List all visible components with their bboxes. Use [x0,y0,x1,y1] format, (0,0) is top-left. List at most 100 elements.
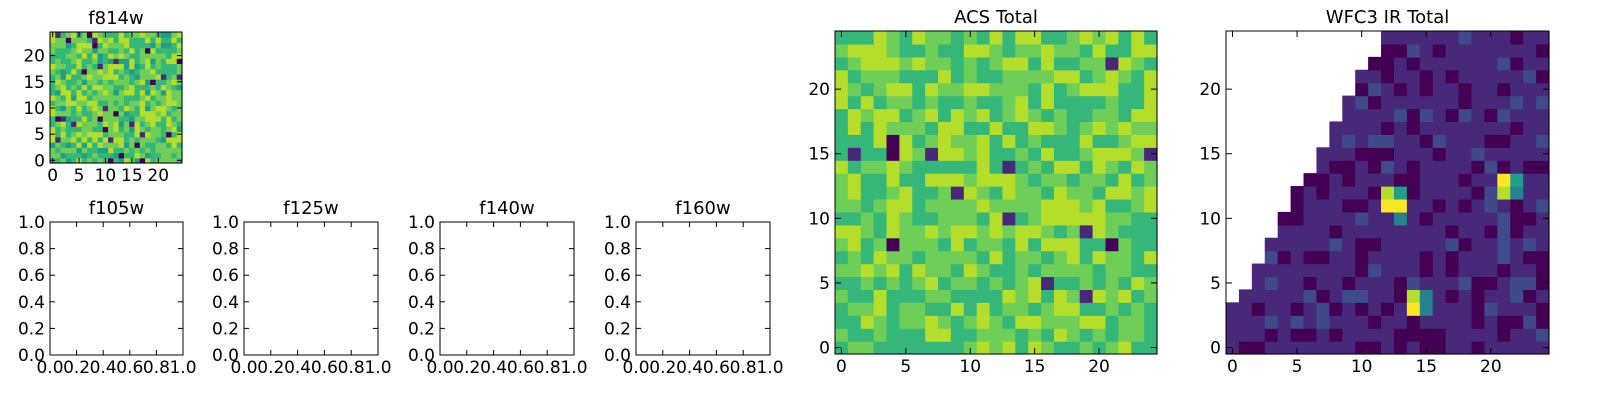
heatmap-cell [108,105,114,112]
heatmap-cell [1053,237,1068,252]
heatmap-cell [129,58,136,65]
heatmap-cell [925,224,939,239]
heatmap-cell [65,73,72,80]
heatmap-cell [1002,56,1016,71]
heatmap-cell [1419,198,1434,213]
heatmap-cell [1381,302,1395,316]
heatmap-cell [1053,276,1068,290]
heatmap-cell [1251,263,1266,278]
heatmap-cell [1144,108,1158,123]
heatmap-cell [1131,134,1145,148]
heatmap-cell [1523,31,1537,45]
heatmap-cell [1118,31,1132,45]
x-tick-label: 20 [147,166,169,186]
heatmap-cell [97,121,104,127]
heatmap-cell [150,157,157,164]
heatmap-cell [886,108,900,123]
heatmap-cell [835,108,849,123]
heatmap-cell [1118,237,1132,252]
heatmap-cell [1432,198,1447,213]
heatmap-cell [1131,289,1145,303]
heatmap-cell [1041,134,1055,148]
heatmap-cell [81,94,88,101]
heatmap-cell [1105,341,1119,355]
heatmap-cell [1368,198,1382,213]
heatmap-cell [912,43,926,58]
heatmap-cell [113,79,120,85]
heatmap-cell [155,115,162,122]
heatmap-cell [1497,147,1511,161]
heatmap-cell [873,198,888,213]
heatmap-cell [925,69,939,84]
heatmap-cell [1316,147,1330,161]
heatmap-cell [1079,56,1094,71]
heatmap-cell [1393,289,1408,303]
heatmap-cell [1445,147,1460,161]
heatmap-cell [1053,31,1068,45]
heatmap-cell [92,47,99,54]
heatmap-cell [899,121,913,135]
heatmap-cell [1092,121,1107,135]
heatmap-cell [50,110,56,117]
heatmap-cell [139,131,146,138]
y-tick-label: 0.2 [212,319,239,339]
heatmap-cell [166,32,173,38]
heatmap-cell [118,136,125,143]
heatmap-cell [171,100,178,106]
x-tick-label: 0.8 [730,358,757,378]
heatmap-cell [1342,95,1356,110]
heatmap-cell [102,63,109,70]
heatmap-cell [1015,211,1029,226]
heatmap-cell [1355,211,1369,226]
heatmap-cell [976,173,991,187]
heatmap-cell [1368,134,1382,148]
heatmap-cell [97,47,104,54]
heatmap-cell [912,315,926,329]
heatmap-cell [899,43,913,58]
heatmap-cell [176,47,183,54]
heatmap-cell [155,142,162,148]
heatmap-cell [963,108,978,123]
heatmap-cell [899,302,913,316]
heatmap-cell [1079,276,1094,290]
heatmap-cell [113,68,120,75]
heatmap-cell [1002,121,1016,135]
heatmap-cell [1066,134,1081,148]
heatmap-cell [1406,31,1421,45]
heatmap-cell [1368,237,1382,252]
heatmap-cell [1445,198,1460,213]
heatmap-cell [963,95,978,110]
heatmap-cell [166,131,173,138]
heatmap-cell [1277,328,1292,342]
heatmap-cell [1226,315,1240,329]
heatmap-cell [989,237,1004,252]
heatmap-cell [1329,237,1343,252]
heatmap-cell [102,89,109,96]
x-tick-label: 0.8 [143,358,170,378]
heatmap-cell [1432,56,1447,71]
heatmap-cell [1118,160,1132,174]
heatmap-cell [1432,263,1447,278]
heatmap-cell [1144,121,1158,135]
heatmap-cell [1264,263,1279,278]
heatmap-cell [60,32,67,38]
heatmap-cell [1419,328,1434,342]
heatmap-cell [97,32,104,38]
y-tick-label: 20 [1199,80,1221,100]
heatmap-cell [886,263,900,278]
heatmap-cell [97,89,104,96]
heatmap-cell [938,108,952,123]
heatmap-cell [1144,198,1158,213]
heatmap-cell [1028,82,1042,97]
heatmap-cell [1144,56,1158,71]
heatmap-cell [989,328,1004,342]
heatmap-cell [938,31,952,45]
heatmap-cell [1028,43,1042,58]
heatmap-cell [886,198,900,213]
heatmap-cell [55,121,62,127]
heatmap-cell [847,173,862,187]
heatmap-cell [160,42,167,49]
heatmap-cell [886,69,900,84]
